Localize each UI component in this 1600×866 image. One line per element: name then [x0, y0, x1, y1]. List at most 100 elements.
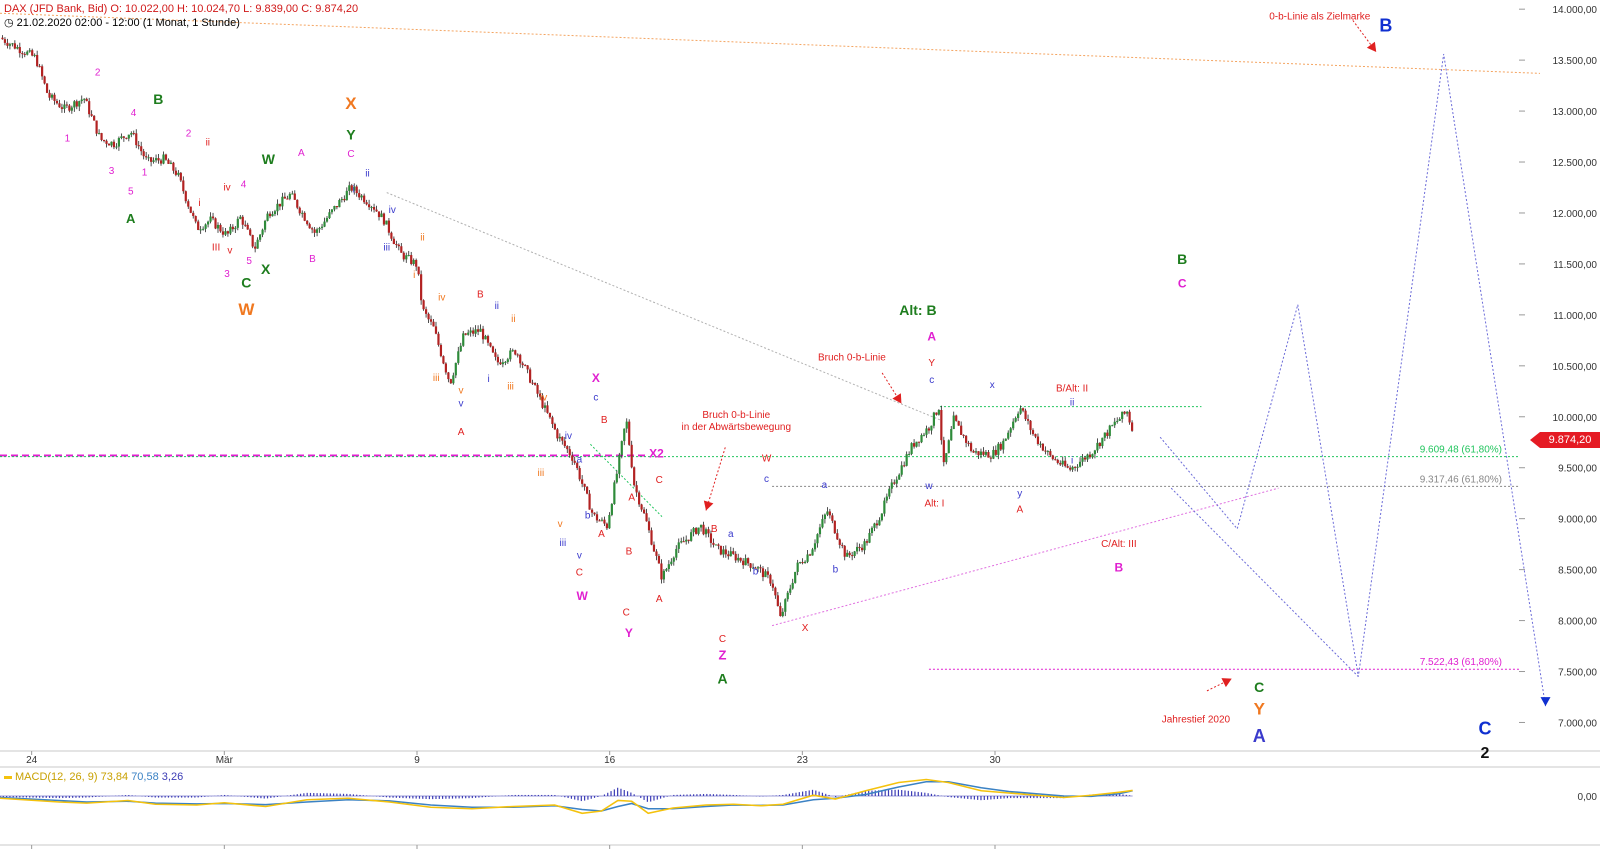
candle-body: [826, 511, 829, 515]
candle-body: [45, 83, 49, 93]
candle-body: [429, 319, 433, 322]
candle-body: [883, 500, 886, 514]
candle-body: [202, 228, 205, 230]
candle-body: [1098, 442, 1101, 447]
candle-body: [494, 352, 497, 357]
candle-body: [945, 453, 948, 463]
candle-body: [499, 362, 502, 365]
candle-body: [137, 145, 140, 147]
candle-body: [417, 266, 420, 275]
candle-body: [150, 157, 153, 162]
candle-body: [950, 429, 953, 441]
candle-body: [283, 196, 286, 199]
wave-label: 2: [186, 129, 192, 140]
candle-body: [739, 557, 742, 561]
current-price-value: 9.874,20: [1540, 432, 1600, 448]
candle-body: [291, 193, 294, 195]
candle-body: [932, 412, 936, 426]
candle-body: [85, 98, 88, 102]
candle-body: [729, 551, 732, 557]
candle-body: [452, 375, 455, 384]
candle-body: [910, 443, 913, 454]
candle-body: [328, 212, 331, 219]
macd-label: MACD(12, 26, 9): [15, 771, 98, 783]
candle-body: [459, 345, 462, 352]
candle-body: [355, 186, 358, 194]
candle-body: [90, 114, 93, 116]
candle-body: [350, 185, 353, 191]
candle-body: [625, 421, 628, 429]
candle-body: [955, 415, 958, 421]
candle-body: [662, 570, 665, 580]
candle-body: [751, 567, 755, 569]
candle-body: [28, 50, 31, 52]
candle-body: [868, 532, 871, 543]
candle-body: [578, 468, 581, 480]
wave-label: B: [1177, 251, 1187, 267]
wave-label: A: [656, 594, 663, 605]
candle-body: [927, 428, 931, 431]
wave-label: X2: [649, 447, 664, 461]
candle-body: [533, 382, 537, 385]
open-value: O: 10.022,00: [110, 3, 174, 15]
candle-body: [296, 199, 299, 208]
candle-body: [638, 492, 641, 505]
candle-body: [315, 229, 319, 233]
candle-body: [365, 202, 368, 205]
candle-body: [462, 333, 465, 346]
candle-body: [734, 553, 737, 561]
candle-body: [1066, 466, 1069, 468]
candle-body: [548, 412, 552, 418]
wave-label: B: [601, 415, 608, 426]
wave-label: i: [1071, 456, 1073, 467]
x-axis-tick-label: 23: [797, 755, 809, 766]
candle-body: [348, 185, 351, 191]
candle-body: [187, 201, 190, 207]
candle-body: [642, 509, 646, 514]
candle-body: [241, 216, 244, 225]
candle-body: [1034, 434, 1037, 437]
candle-body: [781, 611, 784, 617]
candle-body: [747, 558, 750, 564]
candle-body: [890, 482, 893, 489]
candle-body: [424, 309, 428, 314]
candle-body: [801, 562, 804, 564]
candle-body: [947, 440, 950, 454]
candle-body: [53, 94, 56, 101]
wave-label: C: [1478, 719, 1491, 739]
candle-body: [912, 443, 916, 447]
wave-label: 5: [128, 187, 134, 198]
candle-body: [159, 160, 163, 164]
x-axis-tick-label: 24: [26, 755, 38, 766]
wave-label: A: [1016, 505, 1023, 516]
candle-body: [152, 160, 155, 162]
wave-label: 2: [95, 67, 101, 78]
candle-body: [472, 330, 475, 334]
candle-body: [873, 523, 876, 528]
candle-body: [320, 226, 324, 228]
candle-body: [613, 482, 616, 505]
candle-body: [940, 409, 943, 441]
candle-body: [63, 104, 66, 109]
candle-body: [856, 546, 859, 552]
current-price-badge: 9.874,20: [1522, 432, 1600, 448]
symbol-label[interactable]: DAX (JFD Bank, Bid): [4, 3, 108, 15]
candle-body: [504, 361, 507, 363]
candle-body: [224, 231, 227, 235]
wave-label: iv: [565, 431, 572, 442]
trend-line: [386, 192, 941, 421]
candle-body: [501, 362, 504, 365]
wave-label: 3: [109, 166, 115, 177]
candle-body: [1059, 462, 1062, 465]
candle-body: [102, 139, 106, 141]
candle-body: [50, 94, 54, 98]
candle-body: [442, 356, 445, 364]
candle-body: [415, 259, 418, 267]
wave-label: w: [924, 481, 933, 492]
candle-body: [967, 442, 970, 444]
candle-body: [531, 382, 534, 384]
candle-body: [526, 365, 529, 370]
candle-body: [1004, 438, 1007, 441]
candle-body: [660, 563, 663, 580]
